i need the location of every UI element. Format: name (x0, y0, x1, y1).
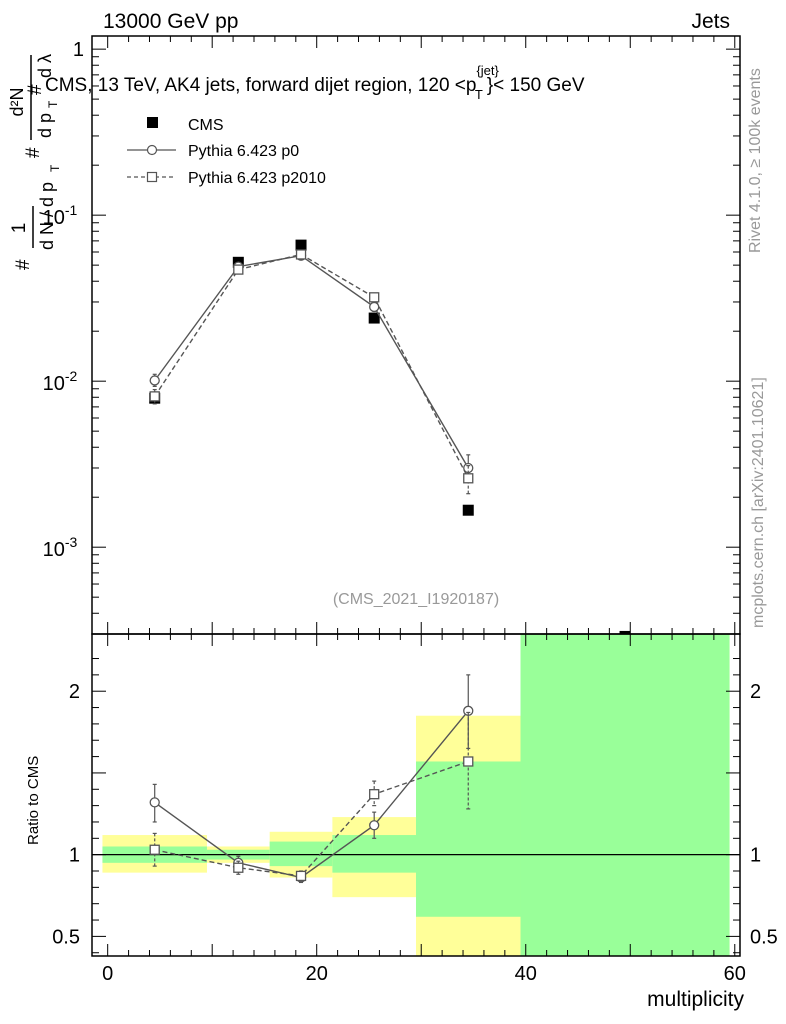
p2010-ratio-marker-3 (369, 789, 380, 800)
title-subscript: T (475, 87, 483, 102)
main-ytick-base-2: 10 (43, 373, 65, 395)
mcplots-label: mcplots.cern.ch [arXiv:2401.10621] (750, 377, 767, 628)
stat-uncertainty-band-4 (416, 761, 521, 917)
stat-uncertainty-band-3 (332, 835, 416, 873)
legend-label-p0: Pythia 6.423 p0 (188, 143, 299, 160)
cms-data-point-4 (462, 504, 474, 516)
main-ytick-exp-2: -2 (65, 368, 78, 384)
main-ytick-label-1: 10-1 (43, 202, 78, 229)
p2010-ratio-marker-4 (463, 756, 474, 767)
ylabel-dlambda: d λ (35, 54, 55, 78)
x-tick-label-0: 0 (102, 963, 113, 985)
energy-label: 13000 GeV pp (103, 10, 238, 33)
analysis-watermark: (CMS_2021_I1920187) (333, 591, 499, 608)
p0-series-line (154, 254, 469, 469)
main-ytick-base-3: 10 (43, 539, 65, 561)
x-tick-label-40: 40 (515, 963, 537, 985)
cms-data-point-5 (619, 630, 631, 634)
ylabel-frac-1: 1 (9, 223, 30, 234)
title-main: CMS, 13 TeV, AK4 jets, forward dijet reg… (45, 75, 476, 96)
p2010-series-line (154, 253, 469, 479)
ylabel-sub-t2: T (46, 100, 60, 108)
legend-marker-cms (147, 117, 158, 128)
ratio-ytick-label-left-2: 0.5 (52, 926, 80, 948)
ratio-plot-frame (91, 633, 741, 957)
main-plot-title: CMS, 13 TeV, AK4 jets, forward dijet reg… (45, 63, 585, 102)
cms-data-point-3 (368, 312, 380, 324)
category-label: Jets (691, 10, 730, 33)
p2010-series-marker-0 (149, 391, 160, 402)
rivet-version-label: Rivet 4.1.0, ≥ 100k events (747, 68, 764, 253)
ylabel-hash-right: # (25, 84, 46, 95)
main-ytick-label-3: 10-3 (43, 534, 78, 561)
ratio-uncertainty-bands (102, 634, 730, 956)
x-axis-label: multiplicity (647, 988, 744, 1011)
ylabel-hash-mid: # (23, 147, 44, 158)
ratio-ytick-label-right-0: 2 (750, 681, 761, 703)
main-ytick-base-1: 10 (43, 207, 65, 229)
title-superscript: {jet} (476, 63, 499, 78)
ylabel-hash-left: # (13, 259, 34, 270)
main-ytick-exp-1: -1 (65, 202, 78, 218)
ratio-ytick-label-right-2: 0.5 (750, 926, 778, 948)
p0-ratio-marker-0 (149, 797, 160, 808)
ratio-ytick-label-left-0: 2 (69, 681, 80, 703)
p2010-series-marker-2 (295, 249, 307, 260)
legend: CMS Pythia 6.423 p0 Pythia 6.423 p2010 (127, 117, 326, 187)
p0-ratio-marker-3 (369, 820, 380, 831)
main-ytick-exp-3: -3 (65, 534, 78, 550)
legend-marker-p2010 (146, 171, 158, 183)
p2010-series-marker-1 (233, 264, 244, 275)
p2010-ratio-marker-0 (149, 844, 160, 855)
ylabel-dn: d N / d p (37, 182, 57, 250)
ylabel-d2n: d²N (7, 87, 27, 116)
p2010-ratio-marker-2 (295, 870, 307, 882)
ratio-ytick-label-right-1: 1 (750, 845, 761, 867)
p2010-series-marker-4 (463, 473, 474, 484)
legend-label-p2010: Pythia 6.423 p2010 (188, 170, 326, 187)
main-plot-area (149, 239, 631, 634)
main-ytick-label-0: 1 (73, 39, 84, 61)
p0-series-marker-0 (149, 375, 160, 386)
ratio-ytick-label-left-1: 1 (69, 845, 80, 867)
x-tick-label-60: 60 (724, 963, 746, 985)
main-ylabel: # 1 d N / d p T # d²N d p T # d λ (7, 54, 62, 270)
legend-marker-p0 (146, 144, 158, 156)
cms-data-point-2 (295, 239, 307, 251)
title-tail: }< 150 GeV (487, 75, 585, 96)
p2010-ratio-marker-1 (233, 862, 244, 873)
ylabel-sub-t1: T (48, 164, 62, 172)
ratio-ylabel: Ratio to CMS (25, 756, 42, 845)
legend-label-cms: CMS (188, 117, 224, 134)
stat-uncertainty-band-5 (520, 634, 730, 956)
ratio-plot-area (92, 674, 740, 884)
p2010-series-marker-3 (369, 292, 380, 303)
x-tick-label-20: 20 (306, 963, 328, 985)
ylabel-dpt: d p (35, 113, 55, 138)
main-ytick-label-2: 10-2 (43, 368, 78, 395)
